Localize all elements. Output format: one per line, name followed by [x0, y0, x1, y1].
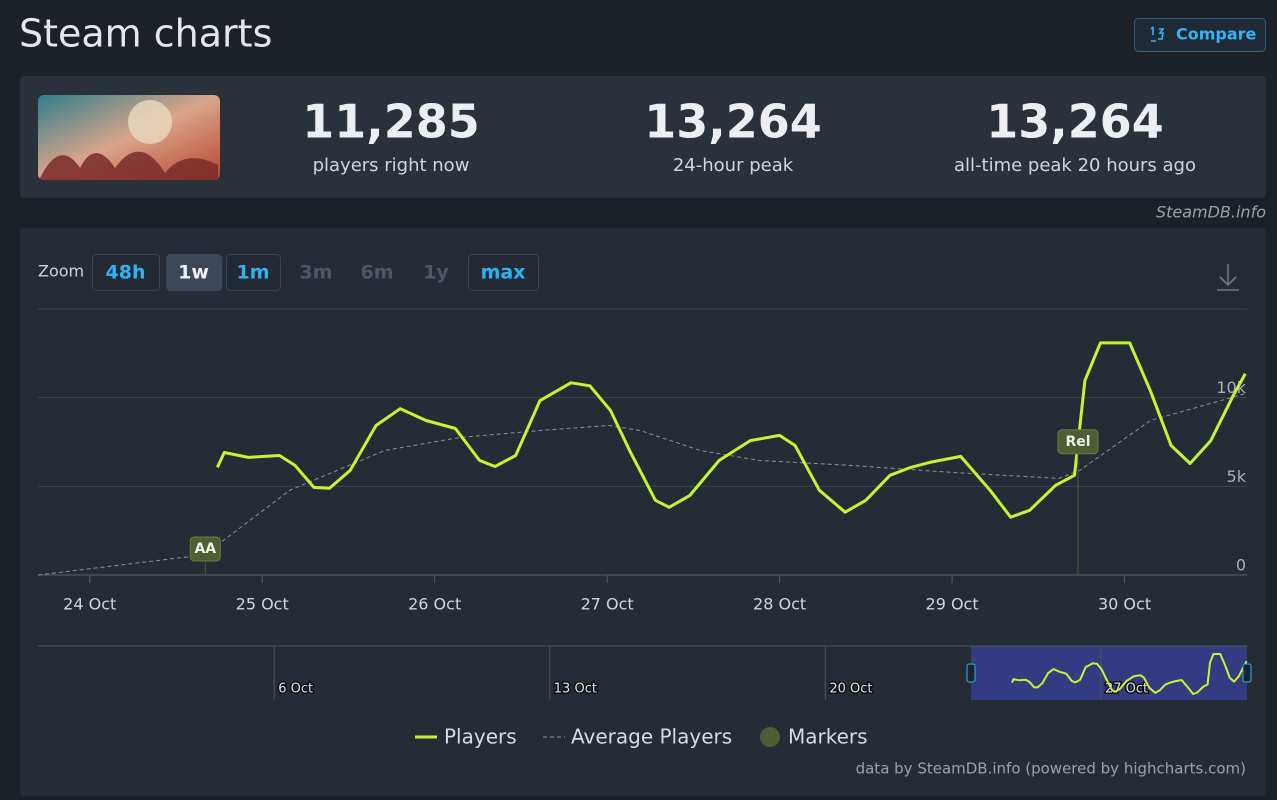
game-art-planet: [128, 100, 172, 144]
zoom-label: Zoom: [38, 262, 84, 281]
zoom-buttons: 48h 1w 1m 3m 6m 1y max: [92, 254, 539, 291]
navigator-tick-label: 6 Oct: [278, 682, 313, 697]
y-tick-label: 0: [1236, 556, 1246, 575]
zoom-button-label: 3m: [299, 262, 332, 284]
marker-label: Rel: [1065, 434, 1090, 450]
compare-button-frame[interactable]: [1134, 18, 1266, 52]
legend: Players Average Players Markers: [415, 725, 868, 749]
navigator: 6 Oct 13 Oct 20 Oct 27 Oct: [38, 645, 1252, 700]
zoom-button-label[interactable]: max: [481, 262, 526, 284]
marker: [1057, 429, 1099, 455]
source-label: SteamDB.info: [1156, 203, 1266, 222]
marker-label: AA: [194, 541, 216, 557]
plot-series: [38, 341, 1247, 576]
zoom-button-frame[interactable]: [226, 254, 281, 291]
chart-panel: [20, 228, 1266, 796]
zoom-button[interactable]: max: [468, 254, 539, 291]
page-title: Steam charts: [19, 12, 272, 56]
stats-panel: [20, 76, 1266, 198]
navigator-tick-label: 20 Oct: [829, 682, 872, 697]
x-tick-label: 27 Oct: [581, 595, 634, 614]
zoom-button-label[interactable]: 1w: [178, 262, 209, 284]
zoom-button[interactable]: 1m: [226, 254, 281, 291]
zoom-button: 3m: [299, 262, 332, 284]
zoom-button-label: 1y: [423, 262, 449, 284]
zoom-button-label[interactable]: 48h: [106, 262, 146, 284]
legend-swatch: [760, 727, 780, 747]
players-line: [216, 341, 1247, 519]
zoom-button[interactable]: 48h: [92, 254, 160, 291]
x-tick-label: 24 Oct: [63, 595, 116, 614]
zoom-button: 6m: [360, 262, 393, 284]
stat-label: all-time peak 20 hours ago: [954, 155, 1196, 176]
x-tick-label: 30 Oct: [1098, 595, 1151, 614]
navigator-handle[interactable]: [1242, 663, 1252, 683]
compare-button[interactable]: Compare: [1134, 18, 1266, 52]
stat-label: 24-hour peak: [673, 155, 794, 176]
x-tick-label: 29 Oct: [926, 595, 979, 614]
zoom-button: 1y: [423, 262, 449, 284]
zoom-button-frame[interactable]: [166, 254, 222, 291]
x-tick-label: 26 Oct: [408, 595, 461, 614]
x-tick-label: 25 Oct: [236, 595, 289, 614]
stat-value: 13,264: [986, 95, 1164, 149]
credits: data by SteamDB.info (powered by highcha…: [856, 760, 1246, 778]
zoom-button-frame[interactable]: [468, 254, 539, 291]
stats: 11,285 players right now 13,264 24-hour pea…: [302, 95, 1196, 177]
game-art: [38, 95, 220, 180]
average-line: [38, 393, 1246, 576]
navigator-tick-label: 13 Oct: [554, 682, 597, 697]
x-tick-label: 28 Oct: [753, 595, 806, 614]
marker: [189, 536, 221, 562]
y-tick-label: 5k: [1227, 467, 1247, 486]
navigator-handle[interactable]: [966, 663, 976, 683]
stat-label: players right now: [313, 155, 470, 176]
legend-label[interactable]: Players: [444, 725, 517, 749]
navigator-line: [1011, 653, 1248, 695]
legend-label[interactable]: Average Players: [571, 725, 732, 749]
navigator-tick-label: 27 Oct: [1105, 682, 1148, 697]
download-icon[interactable]: [1217, 264, 1239, 291]
download-button[interactable]: [1217, 264, 1239, 291]
compare-label[interactable]: Compare: [1176, 25, 1257, 44]
game-image: [38, 95, 220, 180]
zoom-button-label[interactable]: 1m: [236, 262, 269, 284]
game-art-foliage: [40, 151, 218, 180]
stat-value: 11,285: [302, 95, 480, 149]
legend-label[interactable]: Markers: [788, 725, 868, 749]
compare-icon: [1150, 26, 1165, 42]
zoom-button[interactable]: 1w: [166, 254, 222, 291]
stat-value: 13,264: [644, 95, 822, 149]
navigator-selection[interactable]: [971, 646, 1247, 700]
zoom-button-frame[interactable]: [92, 254, 160, 291]
zoom-button-label: 6m: [360, 262, 393, 284]
